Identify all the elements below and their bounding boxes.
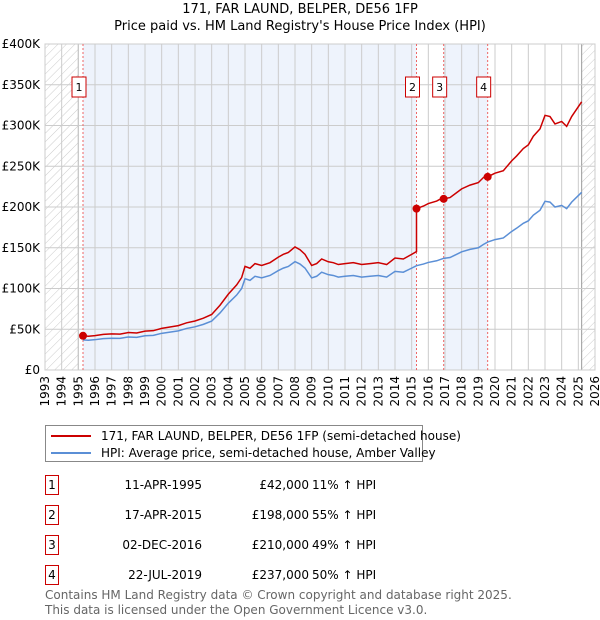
hpi-legend-swatch [51, 452, 91, 454]
y-tick-label: £100K [2, 282, 42, 296]
sale-price: £198,000 [251, 508, 309, 522]
sale-label-number: 3 [436, 81, 443, 94]
x-tick-label: 2010 [321, 376, 335, 407]
sale-number: 4 [45, 565, 59, 585]
x-tick-label: 1995 [71, 376, 85, 407]
sale-row: 2 17-APR-2015 £198,000 55% ↑ HPI [45, 505, 445, 525]
x-tick-label: 2022 [521, 376, 535, 407]
sale-date: 17-APR-2015 [124, 508, 202, 522]
sale-row: 1 11-APR-1995 £42,000 11% ↑ HPI [45, 475, 445, 495]
sale-point-3 [439, 194, 448, 203]
x-tick-label: 1994 [55, 376, 69, 407]
sale-label-box-2: 2 [405, 76, 420, 98]
hpi-line [82, 191, 583, 342]
x-tick-label: 2026 [588, 376, 600, 407]
x-tick-label: 2004 [221, 376, 235, 407]
x-tick-label: 2016 [421, 376, 435, 407]
x-tick-label: 1999 [138, 376, 152, 407]
x-tick-label: 2006 [255, 376, 269, 407]
hpi-legend-label: HPI: Average price, semi-detached house,… [101, 446, 436, 460]
sale-label-number: 2 [409, 81, 416, 94]
price-chart: 1993 1994 1995 1996 1997 1998 1999 2000 2001 2002… [2, 37, 600, 407]
x-tick-label: 2002 [188, 376, 202, 407]
x-tick-label: 2011 [338, 376, 352, 407]
x-tick-label: 2023 [538, 376, 552, 407]
x-tick-label: 2021 [505, 376, 519, 407]
sale-label-border [405, 76, 420, 98]
footer-copyright: Contains HM Land Registry data © Crown c… [45, 588, 512, 602]
sale-label-box-3: 3 [432, 76, 448, 98]
sale-number: 1 [45, 475, 59, 495]
footer-licence: This data is licensed under the Open Gov… [45, 603, 428, 617]
x-tick-label: 2019 [471, 376, 485, 407]
x-tick-label: 2018 [455, 376, 469, 407]
x-tick-label: 2012 [355, 376, 369, 407]
sale-price: £42,000 [259, 478, 309, 492]
property-legend-label: 171, FAR LAUND, BELPER, DE56 1FP (semi-d… [101, 429, 461, 443]
x-tick-label: 2009 [305, 376, 319, 407]
property-price-line [82, 101, 583, 337]
x-tick-label: 2017 [438, 376, 452, 407]
sale-date: 02-DEC-2016 [122, 538, 202, 552]
hpi-comparison: 50% ↑ HPI [312, 568, 377, 582]
x-tick-label: 2007 [271, 376, 285, 407]
sale-label-number: 1 [76, 81, 83, 94]
y-tick-label: £200K [2, 200, 42, 214]
y-tick-label: £250K [2, 159, 42, 173]
hpi-comparison: 11% ↑ HPI [312, 478, 377, 492]
x-tick-label: 1997 [105, 376, 119, 407]
sale-date: 22-JUL-2019 [128, 568, 202, 582]
y-tick-label: £50K [9, 322, 41, 336]
hpi-comparison: 49% ↑ HPI [312, 538, 377, 552]
y-tick-label: £300K [2, 119, 42, 133]
y-tick-label: £0 [25, 363, 40, 377]
chart-title: 171, FAR LAUND, BELPER, DE56 1FP [182, 2, 418, 17]
sale-point-2 [412, 204, 421, 213]
y-tick-label: £150K [2, 241, 42, 255]
sale-price: £237,000 [251, 568, 309, 582]
x-tick-label: 2013 [371, 376, 385, 407]
x-tick-label: 1998 [121, 376, 135, 407]
sale-label-border [432, 76, 448, 98]
chart-subtitle: Price paid vs. HM Land Registry's House … [114, 19, 486, 34]
x-tick-label: 1996 [88, 376, 102, 407]
x-tick-label: 2014 [388, 376, 402, 407]
hpi-comparison: 55% ↑ HPI [312, 508, 377, 522]
sale-label-border [476, 76, 492, 98]
sale-label-box-4: 4 [476, 76, 492, 98]
sale-label-number: 4 [480, 81, 487, 94]
sale-label-box-1: 1 [71, 76, 87, 98]
sale-row: 3 02-DEC-2016 £210,000 49% ↑ HPI [45, 535, 445, 555]
sale-row: 4 22-JUL-2019 £237,000 50% ↑ HPI [45, 565, 445, 585]
x-tick-label: 1993 [38, 376, 52, 407]
sale-date: 11-APR-1995 [124, 478, 202, 492]
x-tick-label: 2024 [555, 376, 569, 407]
x-tick-label: 2020 [488, 376, 502, 407]
sale-label-border [71, 76, 87, 98]
plot-border [44, 43, 596, 371]
sale-number: 3 [45, 535, 59, 555]
property-legend-swatch [51, 435, 91, 437]
x-tick-label: 2000 [155, 376, 169, 407]
sale-number: 2 [45, 505, 59, 525]
x-tick-label: 2025 [571, 376, 585, 407]
sale-point-4 [483, 172, 492, 181]
sale-point-1 [79, 331, 87, 340]
x-tick-label: 2001 [171, 376, 185, 407]
x-tick-label: 2008 [288, 376, 302, 407]
x-tick-label: 2005 [238, 376, 252, 407]
sale-price: £210,000 [251, 538, 309, 552]
y-tick-label: £400K [2, 37, 42, 51]
legend: 171, FAR LAUND, BELPER, DE56 1FP (semi-d… [45, 425, 461, 462]
x-tick-label: 2003 [205, 376, 219, 407]
y-tick-label: £350K [2, 78, 42, 92]
x-tick-label: 2015 [405, 376, 419, 407]
